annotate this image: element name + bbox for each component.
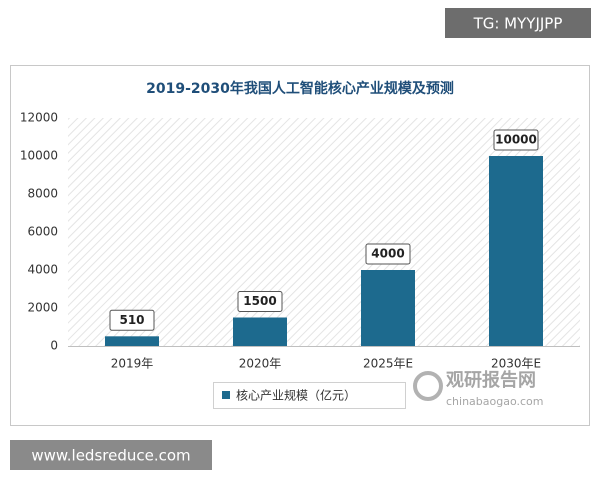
value-label: 4000 (371, 247, 404, 261)
logo-icon (413, 371, 443, 401)
watermark-box (10, 440, 212, 470)
legend-swatch (222, 391, 230, 399)
value-label-box (493, 129, 539, 151)
watermark-box (445, 8, 591, 38)
y-tick-label: 2000 (27, 301, 58, 315)
value-label: 10000 (495, 133, 537, 147)
logo-text: 观研报告网 (446, 369, 536, 391)
x-tick-label: 2019年 (111, 357, 154, 371)
bar (105, 336, 159, 346)
x-tick-label: 2025年E (363, 357, 413, 371)
x-tick-label: 2030年E (491, 357, 541, 371)
legend-label: 核心产业规模（亿元） (236, 388, 356, 403)
x-tick-label: 2020年 (239, 357, 282, 371)
logo: 观研报告网 chinabaogao.com (413, 369, 544, 408)
value-label: 1500 (243, 294, 276, 308)
y-tick-label: 12000 (20, 111, 58, 125)
chart-title: 2019-2030年我国人工智能核心产业规模及预测 (146, 80, 454, 97)
bar (361, 270, 415, 346)
logo-url: chinabaogao.com (446, 395, 544, 408)
watermark-text: www.ledsreduce.com (31, 447, 190, 465)
value-label: 510 (119, 313, 144, 327)
bar (489, 156, 543, 346)
value-label-box (237, 291, 283, 312)
legend (213, 382, 406, 409)
bar (233, 317, 287, 346)
y-tick-label: 0 (50, 339, 58, 353)
watermark-text: TG: MYYJJPP (473, 15, 563, 33)
y-tick-label: 4000 (27, 263, 58, 277)
y-tick-label: 10000 (20, 149, 58, 163)
value-label-box (109, 309, 155, 331)
y-tick-label: 6000 (27, 225, 58, 239)
y-tick-label: 8000 (27, 187, 58, 201)
value-label-box (365, 243, 411, 265)
